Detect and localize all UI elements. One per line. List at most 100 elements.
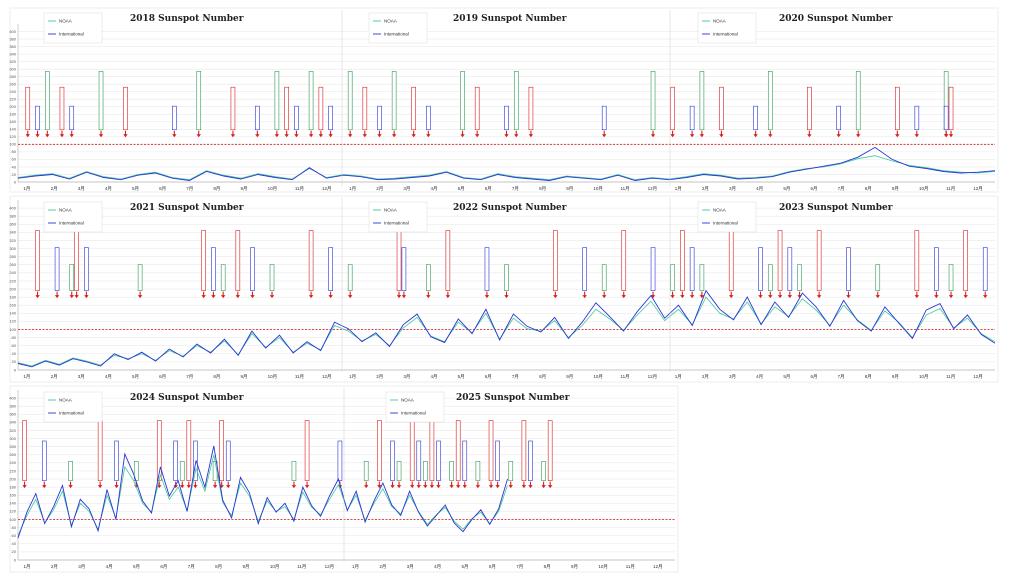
event-tag	[328, 105, 333, 131]
noaa-series-line	[17, 155, 996, 181]
event-arrow-head	[74, 295, 79, 299]
month-label: 8月	[865, 374, 872, 380]
event-tag	[390, 440, 395, 481]
y-tick-label: 180	[9, 112, 16, 117]
event-tag	[948, 86, 954, 131]
y-tick-label: 200	[9, 104, 16, 109]
event-arrow-head	[484, 295, 490, 299]
month-label: 3月	[78, 564, 85, 570]
month-label: 12月	[648, 374, 658, 380]
event-arrow-head	[172, 134, 177, 138]
month-label: 9月	[892, 374, 899, 380]
event-arrow-head	[474, 134, 480, 138]
event-arrow-head	[650, 134, 656, 138]
y-tick-label: 0	[14, 367, 17, 372]
event-tag	[488, 420, 494, 481]
event-arrow-head	[495, 485, 500, 489]
event-tag	[25, 86, 31, 131]
y-tick-label: 140	[9, 127, 16, 132]
event-tag	[528, 440, 533, 481]
event-arrow-head	[274, 134, 280, 138]
month-label: 8月	[215, 564, 222, 570]
month-labels: 1月 2月 3月 4月 5月 6月 7月 8月 9月 10月 11月 12月 1月 2月 3月 4月 5月 6月 7…	[23, 564, 662, 570]
event-arrow-head	[291, 485, 297, 489]
event-tag	[318, 86, 324, 131]
event-arrow-head	[401, 295, 407, 299]
event-arrow-head	[670, 134, 675, 138]
month-label: 5月	[458, 374, 465, 380]
month-label: 9月	[892, 186, 899, 192]
event-tag	[211, 247, 216, 291]
y-tick-label: 380	[9, 403, 16, 408]
event-tag	[137, 264, 143, 291]
event-tag	[274, 71, 280, 131]
event-tag	[504, 264, 509, 291]
event-arrow-head	[436, 485, 441, 489]
event-tag	[409, 420, 415, 481]
event-arrow-head	[377, 485, 382, 489]
y-tick-label: 100	[9, 517, 16, 522]
event-arrow-head	[787, 295, 793, 299]
y-tick-label: 340	[9, 420, 16, 425]
event-arrow-head	[504, 295, 509, 299]
event-tag	[201, 230, 206, 291]
event-tag	[650, 247, 656, 291]
event-arrow-head	[934, 295, 939, 299]
month-label: 7月	[186, 186, 193, 192]
event-tag	[474, 86, 480, 131]
legend: NOAA International	[43, 391, 103, 423]
month-label: 5月	[783, 186, 790, 192]
event-tag	[816, 230, 822, 291]
event-arrow-head	[729, 295, 734, 299]
y-tick-label: 260	[9, 81, 16, 86]
event-arrow-head	[250, 295, 255, 299]
event-tag	[699, 71, 705, 131]
event-arrow-head	[514, 134, 519, 138]
event-arrow-head	[391, 134, 397, 138]
month-label: 7月	[512, 186, 519, 192]
event-arrow-head	[68, 485, 73, 489]
chart-title-2025: 2025 Sunspot Number	[456, 393, 570, 403]
y-tick-label: 220	[9, 278, 16, 283]
event-arrow-head	[836, 134, 841, 138]
month-label: 3月	[407, 564, 414, 570]
event-arrow-head	[98, 134, 104, 138]
event-arrow-head	[97, 485, 103, 489]
month-label: 7月	[188, 564, 195, 570]
event-tag	[186, 420, 192, 481]
y-tick-label: 320	[9, 428, 16, 433]
event-arrow-head	[45, 134, 50, 138]
event-tag	[123, 86, 128, 131]
event-arrow-head	[541, 485, 546, 489]
event-tag	[601, 264, 607, 291]
y-tick-label: 220	[9, 468, 16, 473]
event-tag	[455, 420, 461, 481]
event-tag	[45, 71, 50, 131]
event-tag	[670, 264, 675, 291]
event-arrow-head	[362, 134, 368, 138]
event-tag	[193, 440, 198, 481]
month-label: 12月	[973, 374, 983, 380]
y-tick-label: 400	[9, 395, 16, 400]
event-arrow-head	[123, 134, 128, 138]
event-arrow-head	[689, 134, 695, 138]
event-tag	[308, 71, 314, 131]
chart-title-2020: 2020 Sunspot Number	[779, 14, 893, 24]
y-tick-label: 400	[9, 29, 16, 34]
event-arrow-head	[364, 485, 369, 489]
chart-title-2019: 2019 Sunspot Number	[453, 14, 567, 24]
month-label: 2月	[702, 374, 709, 380]
event-tag	[948, 264, 954, 291]
month-label: 11月	[946, 186, 955, 192]
y-tick-label: 280	[9, 444, 16, 449]
month-label: 6月	[810, 186, 817, 192]
month-label: 2月	[376, 374, 383, 380]
event-annotations	[25, 71, 954, 138]
month-label: 12月	[973, 186, 983, 192]
event-arrow-head	[983, 295, 988, 299]
event-tag	[982, 247, 988, 291]
event-tag	[230, 86, 236, 131]
event-arrow-head	[462, 485, 467, 489]
month-label: 9月	[571, 564, 578, 570]
event-arrow-head	[318, 134, 324, 138]
